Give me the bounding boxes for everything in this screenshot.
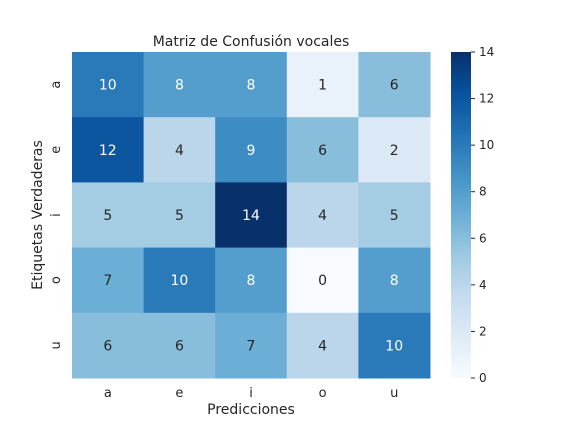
heatmap-cell-a-u bbox=[358, 52, 431, 118]
heatmap-cell-u-e bbox=[143, 312, 216, 379]
heatmap-cell-i-o bbox=[286, 182, 359, 249]
heatmap-cell-a-o bbox=[286, 52, 359, 118]
y-tick-label: o bbox=[49, 276, 64, 284]
cell-value-label: 8 bbox=[247, 78, 256, 94]
x-tick-label: i bbox=[249, 386, 253, 401]
heatmap-cell-labels: 10 8 8 1 6 12 4 9 6 2 5 5 14 4 5 7 10 8 0 8 6 6 7 4 10 bbox=[99, 78, 403, 355]
y-tick-label: u bbox=[49, 341, 64, 349]
cell-value-label: 6 bbox=[103, 338, 112, 354]
cell-value-label: 6 bbox=[390, 78, 399, 94]
y-tick-label: e bbox=[49, 146, 64, 154]
heatmap-cell-i-i bbox=[215, 182, 288, 249]
heatmap-cells bbox=[72, 52, 431, 379]
y-tick-label: a bbox=[49, 81, 64, 89]
cell-value-label: 5 bbox=[103, 208, 112, 224]
heatmap-cell-i-u bbox=[358, 182, 431, 249]
cell-value-label: 4 bbox=[175, 143, 184, 159]
heatmap-cell-i-a bbox=[72, 182, 145, 249]
heatmap-cell-u-i bbox=[215, 312, 288, 379]
y-axis-ticks: a e i o u bbox=[49, 81, 64, 350]
x-tick-label: a bbox=[104, 386, 112, 401]
y-tick-label: i bbox=[49, 213, 64, 217]
colorbar-tick-label: 14 bbox=[479, 45, 494, 59]
colorbar-tick-label: 10 bbox=[479, 138, 494, 152]
cell-value-label: 2 bbox=[390, 143, 399, 159]
cell-value-label: 6 bbox=[175, 338, 184, 354]
cell-value-label: 4 bbox=[318, 208, 327, 224]
cell-value-label: 14 bbox=[242, 208, 260, 224]
heatmap-cell-o-o bbox=[286, 247, 359, 314]
colorbar-ticks: 0 2 4 6 8 10 12 14 bbox=[471, 45, 494, 385]
heatmap-cell-o-i bbox=[215, 247, 288, 314]
cell-value-label: 8 bbox=[247, 273, 256, 289]
cell-value-label: 10 bbox=[385, 338, 403, 354]
heatmap-cell-i-e bbox=[143, 182, 216, 249]
colorbar-tick-label: 6 bbox=[479, 231, 487, 245]
x-tick-label: e bbox=[175, 386, 183, 401]
cell-value-label: 6 bbox=[318, 143, 327, 159]
cell-value-label: 5 bbox=[175, 208, 184, 224]
heatmap-cell-e-e bbox=[143, 117, 216, 183]
x-axis-label: Predicciones bbox=[207, 402, 295, 418]
heatmap-cell-e-i bbox=[215, 117, 288, 183]
colorbar-tick-label: 4 bbox=[479, 278, 487, 292]
heatmap-cell-e-a bbox=[72, 117, 145, 183]
cell-value-label: 10 bbox=[170, 273, 188, 289]
cell-value-label: 12 bbox=[99, 143, 117, 159]
colorbar-tick-label: 0 bbox=[479, 371, 487, 385]
heatmap-cell-o-u bbox=[358, 247, 431, 314]
heatmap-cell-u-u bbox=[358, 312, 431, 379]
colorbar-tick-label: 8 bbox=[479, 185, 487, 199]
cell-value-label: 8 bbox=[390, 273, 399, 289]
colorbar-tick-label: 2 bbox=[479, 324, 487, 338]
heatmap-cell-a-e bbox=[143, 52, 216, 118]
heatmap-cell-e-u bbox=[358, 117, 431, 183]
cell-value-label: 0 bbox=[318, 273, 327, 289]
y-axis-label: Etiquetas Verdaderas bbox=[30, 140, 46, 290]
heatmap-cell-u-o bbox=[286, 312, 359, 379]
heatmap-cell-u-a bbox=[72, 312, 145, 379]
heatmap-cell-a-i bbox=[215, 52, 288, 118]
colorbar bbox=[451, 52, 471, 378]
heatmap-cell-o-a bbox=[72, 247, 145, 314]
cell-value-label: 10 bbox=[99, 78, 117, 94]
cell-value-label: 5 bbox=[390, 208, 399, 224]
cell-value-label: 7 bbox=[103, 273, 112, 289]
cell-value-label: 9 bbox=[247, 143, 256, 159]
heatmap-cell-o-e bbox=[143, 247, 216, 314]
cell-value-label: 1 bbox=[318, 78, 327, 94]
x-tick-label: o bbox=[319, 386, 327, 401]
chart-title: Matriz de Confusión vocales bbox=[153, 34, 350, 50]
heatmap-cell-e-o bbox=[286, 117, 359, 183]
cell-value-label: 7 bbox=[247, 338, 256, 354]
cell-value-label: 4 bbox=[318, 338, 327, 354]
cell-value-label: 8 bbox=[175, 78, 184, 94]
x-tick-label: u bbox=[390, 386, 398, 401]
colorbar-tick-label: 12 bbox=[479, 92, 494, 106]
heatmap-cell-a-a bbox=[72, 52, 145, 118]
